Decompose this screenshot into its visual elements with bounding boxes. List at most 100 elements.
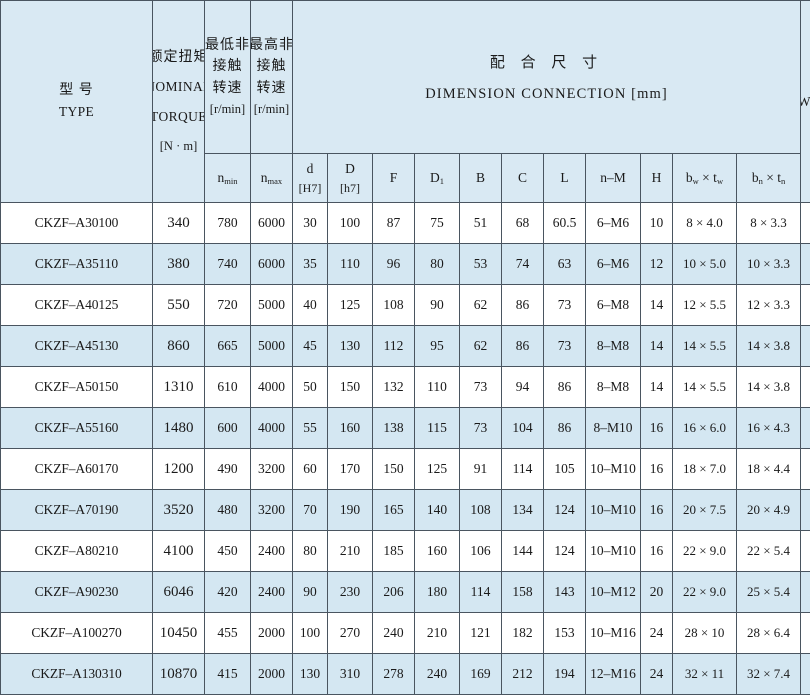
cell-torque: 10870	[153, 654, 205, 695]
cell-B: 114	[460, 572, 502, 613]
cell-L: 86	[544, 367, 586, 408]
cell-L: 105	[544, 449, 586, 490]
cell-D: 150	[328, 367, 373, 408]
header-row-top: 型 号 TYPE 额定扭矩 NOMINAL TORQUE [N · m] 最低非…	[1, 1, 810, 154]
cell-bwtw: 12 × 5.5	[673, 285, 737, 326]
cell-B: 108	[460, 490, 502, 531]
cell-torque: 340	[153, 203, 205, 244]
cell-bwtw: 28 × 10	[673, 613, 737, 654]
cell-L: 86	[544, 408, 586, 449]
table-header: 型 号 TYPE 额定扭矩 NOMINAL TORQUE [N · m] 最低非…	[1, 1, 810, 203]
cell-d: 130	[293, 654, 328, 695]
cell-L: 124	[544, 490, 586, 531]
cell-weight: 5.0	[801, 326, 810, 367]
cell-weight: 9.0	[801, 408, 810, 449]
cell-C: 86	[502, 326, 544, 367]
cell-d: 35	[293, 244, 328, 285]
cell-B: 121	[460, 613, 502, 654]
cell-nM: 10–M10	[586, 490, 641, 531]
subheader-H: H	[641, 154, 673, 203]
cell-B: 106	[460, 531, 502, 572]
cell-bntn: 32 × 7.4	[737, 654, 801, 695]
cell-nmin: 610	[205, 367, 251, 408]
cell-C: 134	[502, 490, 544, 531]
cell-B: 169	[460, 654, 502, 695]
subheader-nmax: nmax	[251, 154, 293, 203]
subheader-tw-subscript: w	[717, 176, 723, 186]
header-nmax-unit: [r/min]	[254, 100, 289, 119]
cell-nM: 8–M8	[586, 367, 641, 408]
cell-nmin: 420	[205, 572, 251, 613]
cell-weight: 2.3	[801, 203, 810, 244]
cell-C: 144	[502, 531, 544, 572]
cell-L: 63	[544, 244, 586, 285]
cell-nmin: 600	[205, 408, 251, 449]
cell-weight: 42.5	[801, 613, 810, 654]
cell-bwtw: 32 × 11	[673, 654, 737, 695]
cell-F: 138	[373, 408, 415, 449]
cell-D1: 140	[415, 490, 460, 531]
cell-weight: 3.2	[801, 244, 810, 285]
cell-type: CKZF–A130310	[1, 654, 153, 695]
cell-D: 100	[328, 203, 373, 244]
cell-L: 194	[544, 654, 586, 695]
cell-H: 16	[641, 490, 673, 531]
cell-bntn: 18 × 4.4	[737, 449, 801, 490]
cell-H: 24	[641, 613, 673, 654]
cell-weight: 4.3	[801, 285, 810, 326]
cell-torque: 1310	[153, 367, 205, 408]
cell-C: 94	[502, 367, 544, 408]
subheader-B-symbol: B	[476, 170, 485, 185]
cell-bntn: 12 × 3.3	[737, 285, 801, 326]
subheader-D: D [h7]	[328, 154, 373, 203]
subheader-nmin: nmin	[205, 154, 251, 203]
cell-nmax: 2400	[251, 531, 293, 572]
header-dimension-cn: 配 合 尺 寸	[490, 51, 603, 72]
cell-nM: 12–M16	[586, 654, 641, 695]
cell-D1: 160	[415, 531, 460, 572]
subheader-nmax-subscript: max	[268, 176, 283, 186]
cell-nmin: 450	[205, 531, 251, 572]
cell-weight: 14.5	[801, 490, 810, 531]
header-nmin: 最低非 接触 转速 [r/min]	[205, 1, 251, 154]
cell-torque: 10450	[153, 613, 205, 654]
cell-nmax: 2000	[251, 654, 293, 695]
subheader-C: C	[502, 154, 544, 203]
cell-bntn: 16 × 4.3	[737, 408, 801, 449]
cell-d: 70	[293, 490, 328, 531]
cell-C: 86	[502, 285, 544, 326]
cell-C: 158	[502, 572, 544, 613]
subheader-tn-subscript: n	[781, 176, 785, 186]
header-nmax: 最高非 接触 转速 [r/min]	[251, 1, 293, 154]
header-nmin-cn1: 最低非	[205, 35, 250, 57]
header-weight: 重量 WEIGHT [kg]	[801, 1, 810, 203]
cell-nmin: 455	[205, 613, 251, 654]
cell-L: 153	[544, 613, 586, 654]
subheader-nmax-symbol: n	[261, 170, 268, 185]
cell-D: 190	[328, 490, 373, 531]
cell-B: 91	[460, 449, 502, 490]
subheader-D-symbol: D	[345, 159, 355, 179]
cell-L: 73	[544, 285, 586, 326]
cell-F: 165	[373, 490, 415, 531]
subheader-bw-times: ×	[702, 170, 710, 185]
subheader-bn-tn: bn × tn	[737, 154, 801, 203]
subheader-bn-subscript: n	[759, 176, 763, 186]
cell-torque: 380	[153, 244, 205, 285]
header-torque-cn: 额定扭矩	[153, 47, 205, 69]
cell-B: 73	[460, 367, 502, 408]
cell-d: 45	[293, 326, 328, 367]
cell-L: 73	[544, 326, 586, 367]
cell-bwtw: 10 × 5.0	[673, 244, 737, 285]
cell-D1: 240	[415, 654, 460, 695]
cell-L: 143	[544, 572, 586, 613]
cell-type: CKZF–A70190	[1, 490, 153, 531]
subheader-D-fit: [h7]	[340, 179, 360, 197]
subheader-H-symbol: H	[652, 170, 662, 185]
cell-type: CKZF–A55160	[1, 408, 153, 449]
header-weight-en: WEIGHT	[801, 92, 810, 113]
cell-d: 60	[293, 449, 328, 490]
